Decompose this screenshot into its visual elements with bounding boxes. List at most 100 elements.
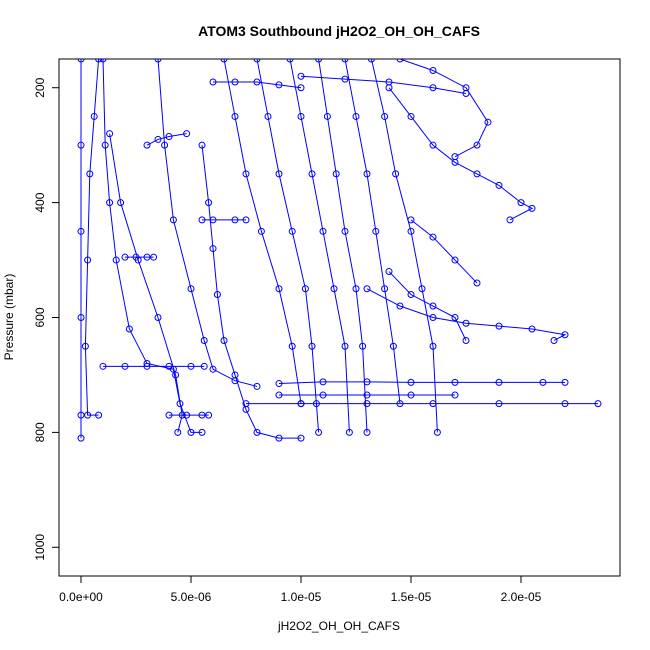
data-point [429, 342, 437, 350]
y-tick-label: 600 [33, 307, 47, 327]
data-point [198, 141, 206, 149]
data-point [275, 170, 283, 178]
data-point [77, 59, 85, 63]
data-point [143, 362, 151, 370]
data-point [396, 59, 404, 63]
data-point [495, 378, 503, 386]
data-point [473, 141, 481, 149]
data-point [451, 153, 459, 161]
data-point [101, 141, 109, 149]
data-point [172, 371, 180, 379]
data-point [154, 314, 162, 321]
series-2 [99, 59, 206, 436]
data-point [341, 59, 349, 63]
series-line [410, 219, 478, 284]
data-point [242, 216, 250, 224]
series-line [201, 145, 301, 439]
data-point [561, 378, 569, 386]
x-tick-label: 5.0e-06 [171, 590, 212, 604]
series-26 [407, 216, 481, 287]
data-point [84, 411, 92, 419]
data-point [253, 428, 261, 436]
data-point [495, 322, 503, 330]
data-point [132, 253, 140, 261]
data-layer [77, 59, 602, 442]
series-4 [154, 59, 261, 390]
data-point [363, 428, 371, 436]
data-point [200, 362, 208, 370]
data-point [231, 371, 239, 379]
data-point [253, 59, 261, 63]
data-point [433, 428, 441, 436]
data-point [363, 285, 371, 293]
data-point [288, 227, 296, 235]
data-point [90, 112, 98, 120]
series-18 [209, 78, 305, 92]
data-point [77, 434, 85, 442]
series-line [157, 59, 258, 387]
data-point [301, 285, 309, 293]
data-point [407, 391, 415, 399]
data-point [95, 59, 103, 63]
x-tick-label: 0.0e+00 [59, 590, 103, 604]
data-point [220, 336, 228, 344]
data-point [200, 336, 208, 344]
series-line [278, 381, 565, 385]
series-23 [198, 216, 250, 224]
data-point [198, 411, 206, 419]
data-point [594, 400, 602, 408]
y-tick-label: 200 [33, 77, 47, 97]
series-line [256, 59, 320, 433]
data-point [77, 314, 85, 321]
series-line [388, 271, 467, 341]
data-point [539, 378, 547, 386]
series-line [388, 87, 534, 221]
data-point [363, 378, 371, 386]
data-point [462, 319, 470, 327]
data-point [205, 411, 213, 419]
data-point [286, 59, 294, 63]
data-point [143, 141, 151, 149]
data-point [121, 362, 129, 370]
data-point [429, 400, 437, 408]
data-point [242, 170, 250, 178]
data-point [297, 112, 305, 120]
x-tick-label: 1.0e-05 [281, 590, 322, 604]
x-tick-label: 1.5e-05 [391, 590, 432, 604]
data-point [95, 411, 103, 419]
data-point [220, 59, 228, 63]
series-line [223, 59, 302, 404]
data-point [462, 89, 470, 97]
data-point [429, 302, 437, 310]
data-point [429, 66, 437, 74]
series-14 [363, 285, 569, 344]
data-point [407, 227, 415, 235]
data-point [372, 227, 380, 235]
data-point [484, 118, 492, 126]
data-point [183, 130, 191, 138]
data-point [257, 227, 265, 235]
data-point [451, 314, 459, 321]
data-point [381, 112, 389, 120]
data-point [341, 227, 349, 235]
data-point [209, 245, 217, 253]
data-point [198, 216, 206, 224]
data-point [332, 170, 340, 178]
y-tick-label: 800 [33, 422, 47, 442]
data-point [198, 428, 206, 436]
series-11 [367, 59, 441, 436]
y-tick-label: 1000 [33, 534, 47, 561]
series-line [399, 59, 489, 158]
series-22 [99, 362, 208, 370]
data-point [150, 253, 158, 261]
data-point [187, 362, 195, 370]
data-point [363, 170, 371, 178]
data-point [183, 411, 191, 419]
series-6 [220, 59, 305, 408]
data-point [363, 391, 371, 399]
data-point [359, 342, 367, 350]
data-point [407, 216, 415, 224]
series-16 [242, 400, 602, 408]
data-point [319, 378, 327, 386]
data-point [86, 170, 94, 178]
